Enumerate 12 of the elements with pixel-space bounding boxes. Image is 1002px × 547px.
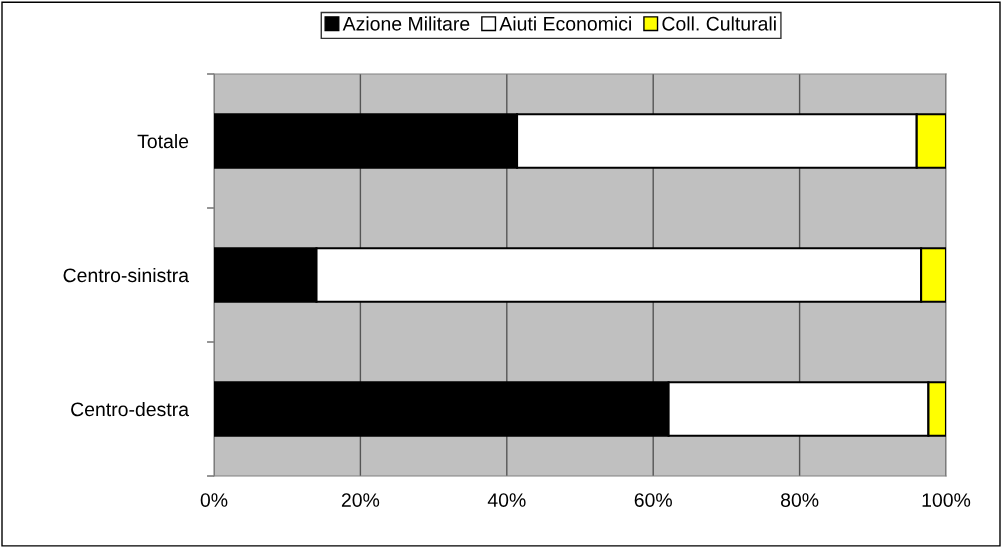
y-tick-label: Totale [137, 133, 189, 149]
x-tick-label: 60% [634, 493, 672, 507]
y-tick-label: Centro-destra [71, 401, 190, 417]
legend-label: Aiuti Economici [499, 16, 631, 31]
x-tick-label: 80% [780, 493, 819, 507]
x-tick-label: 0% [200, 493, 228, 507]
x-tick-label: 20% [341, 493, 380, 507]
x-tick-label: 100% [922, 493, 971, 507]
legend-label: Azione Militare [342, 16, 470, 31]
legend-label: Coll. Culturali [662, 16, 776, 31]
y-tick-label: Centro-sinistra [63, 267, 190, 283]
x-tick-label: 40% [487, 493, 526, 507]
